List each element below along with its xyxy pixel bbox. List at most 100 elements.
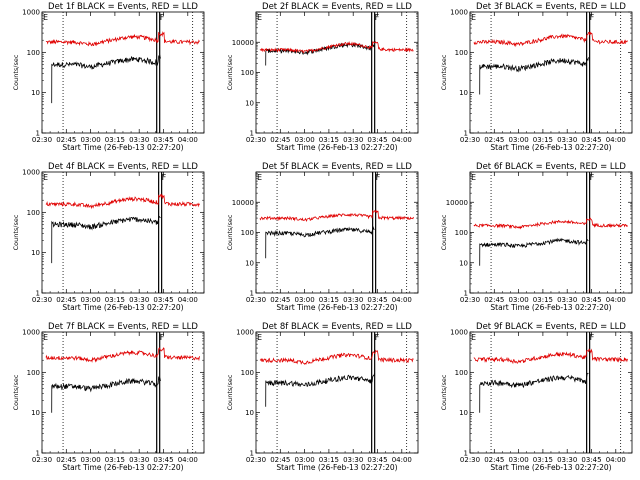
x-tick-label: 03:45: [367, 296, 387, 304]
panel-title: Det 9f BLACK = Events, RED = LLD: [476, 322, 626, 332]
x-tick-label: 02:45: [484, 456, 504, 464]
marker-letter-f: F: [375, 13, 380, 22]
x-tick-label: 03:15: [105, 296, 125, 304]
series-lld-line: [45, 31, 200, 47]
y-tick-label: 100: [241, 369, 254, 377]
y-tick-label: 100: [27, 209, 40, 217]
y-tick-label: 1: [250, 290, 254, 298]
x-tick-label: 03:30: [129, 136, 149, 144]
marker-letter-f: F: [375, 333, 380, 342]
y-axis-label: Counts/sec: [440, 374, 448, 410]
y-tick-label: 1000: [450, 329, 468, 337]
y-axis-label: Counts/sec: [12, 374, 20, 410]
x-tick-label: 02:30: [32, 456, 52, 464]
y-tick-label: 1000: [22, 169, 40, 177]
panel-title: Det 8f BLACK = Events, RED = LLD: [262, 322, 412, 332]
x-tick-label: 03:00: [81, 136, 101, 144]
series-lld-line: [259, 41, 414, 54]
x-tick-label: 04:00: [178, 296, 198, 304]
y-tick-label: 1: [464, 290, 468, 298]
x-tick-label: 04:00: [392, 136, 412, 144]
plot-frame: [469, 171, 633, 294]
marker-letter-e: E: [471, 173, 476, 182]
x-tick-label: 03:15: [533, 296, 553, 304]
marker-letter-f: F: [162, 173, 167, 182]
y-tick-label: 1: [250, 130, 254, 138]
y-tick-label: 10: [31, 409, 40, 417]
x-axis-label: Start Time (26-Feb-13 02:27:20): [490, 143, 611, 152]
y-tick-label: 10: [31, 89, 40, 97]
series-lld-line: [45, 193, 200, 210]
series-lld-line: [259, 209, 414, 222]
y-tick-label: 10000: [232, 39, 254, 47]
y-tick-label: 1000: [22, 329, 40, 337]
panel-det-3: Det 3f BLACK = Events, RED = LLD 1 10 100 10…: [440, 2, 633, 152]
x-tick-label: 03:30: [557, 136, 577, 144]
x-axis-label: Start Time (26-Feb-13 02:27:20): [62, 143, 183, 152]
y-tick-label: 10: [245, 259, 254, 267]
panel-title: Det 5f BLACK = Events, RED = LLD: [262, 162, 412, 172]
y-axis-label: Counts/sec: [226, 374, 234, 410]
x-tick-label: 03:15: [319, 136, 339, 144]
series-events-line: [479, 372, 589, 413]
y-tick-label: 100: [27, 49, 40, 57]
x-tick-label: 03:30: [343, 456, 363, 464]
series-events-line: [51, 54, 161, 104]
series-lld-line: [473, 217, 628, 230]
x-tick-label: 02:30: [32, 136, 52, 144]
x-tick-label: 03:30: [343, 136, 363, 144]
x-tick-label: 03:30: [129, 456, 149, 464]
marker-letter-e: E: [43, 333, 48, 342]
panel-det-8: Det 8f BLACK = Events, RED = LLD 1 10 100 10…: [226, 322, 419, 472]
series-events-line: [265, 373, 375, 407]
x-tick-label: 04:00: [392, 456, 412, 464]
x-tick-label: 02:30: [460, 456, 480, 464]
y-tick-label: 10: [245, 409, 254, 417]
marker-letter-e: E: [257, 13, 262, 22]
x-tick-label: 02:30: [246, 136, 266, 144]
panel-det-9: Det 9f BLACK = Events, RED = LLD 1 10 100 10…: [440, 322, 633, 472]
x-tick-label: 04:00: [606, 456, 626, 464]
x-tick-label: 03:00: [509, 456, 529, 464]
series-events-line: [51, 215, 161, 264]
x-tick-label: 03:30: [557, 296, 577, 304]
panel-det-7: Det 7f BLACK = Events, RED = LLD 1 10 100 10…: [12, 322, 205, 472]
x-tick-label: 03:00: [81, 296, 101, 304]
y-tick-label: 1000: [22, 9, 40, 17]
x-tick-label: 02:45: [270, 136, 290, 144]
x-axis-label: Start Time (26-Feb-13 02:27:20): [490, 303, 611, 312]
marker-letter-e: E: [471, 13, 476, 22]
marker-letter-e: E: [257, 333, 262, 342]
x-tick-label: 02:30: [246, 456, 266, 464]
marker-letter-e: E: [43, 173, 48, 182]
plot-frame: [255, 11, 419, 134]
x-tick-label: 02:45: [56, 136, 76, 144]
y-axis-label: Counts/sec: [440, 54, 448, 90]
x-tick-label: 02:45: [270, 456, 290, 464]
x-axis-label: Start Time (26-Feb-13 02:27:20): [62, 463, 183, 472]
x-tick-label: 03:00: [509, 136, 529, 144]
y-tick-label: 1: [464, 450, 468, 458]
series-events-line: [265, 41, 375, 66]
x-tick-label: 04:00: [178, 456, 198, 464]
x-tick-label: 03:30: [343, 296, 363, 304]
x-tick-label: 03:15: [105, 456, 125, 464]
x-tick-label: 02:45: [270, 296, 290, 304]
plot-frame: [41, 11, 205, 134]
panel-det-2: Det 2f BLACK = Events, RED = LLD 1 10 100 10…: [226, 2, 419, 152]
panel-title: Det 6f BLACK = Events, RED = LLD: [476, 162, 626, 172]
x-tick-label: 03:45: [581, 296, 601, 304]
y-axis-label: Counts/sec: [226, 214, 234, 250]
marker-letter-f: F: [160, 13, 165, 22]
x-tick-label: 02:45: [484, 296, 504, 304]
series-events-line: [479, 237, 589, 266]
series-events-line: [265, 226, 375, 259]
y-tick-label: 1: [36, 450, 40, 458]
panel-det-6: Det 6f BLACK = Events, RED = LLD 1 10 100 10…: [440, 162, 633, 312]
x-tick-label: 03:45: [581, 456, 601, 464]
x-tick-label: 03:00: [81, 456, 101, 464]
panel-title: Det 4f BLACK = Events, RED = LLD: [48, 162, 198, 172]
x-axis-label: Start Time (26-Feb-13 02:27:20): [62, 303, 183, 312]
y-tick-label: 10: [459, 259, 468, 267]
